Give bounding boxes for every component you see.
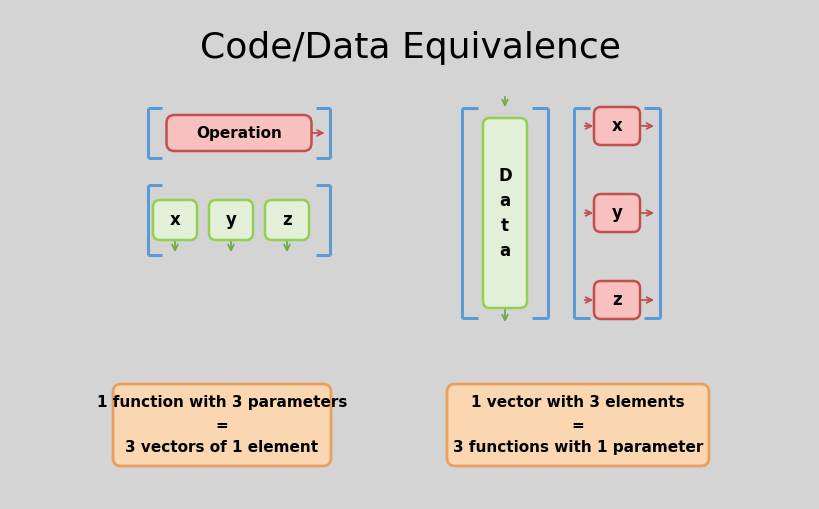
Text: z: z [612, 291, 621, 309]
FancyBboxPatch shape [593, 107, 639, 145]
Text: 1 vector with 3 elements
=
3 functions with 1 parameter: 1 vector with 3 elements = 3 functions w… [452, 395, 703, 455]
Text: y: y [225, 211, 236, 229]
FancyBboxPatch shape [593, 194, 639, 232]
Text: Operation: Operation [196, 126, 282, 140]
FancyBboxPatch shape [153, 200, 197, 240]
Text: z: z [282, 211, 292, 229]
Text: x: x [170, 211, 180, 229]
FancyBboxPatch shape [593, 281, 639, 319]
Text: D
a
t
a: D a t a [497, 166, 511, 260]
Text: 1 function with 3 parameters
=
3 vectors of 1 element: 1 function with 3 parameters = 3 vectors… [97, 395, 346, 455]
FancyBboxPatch shape [113, 384, 331, 466]
Text: x: x [611, 117, 622, 135]
Text: Code/Data Equivalence: Code/Data Equivalence [199, 31, 620, 65]
FancyBboxPatch shape [482, 118, 527, 308]
FancyBboxPatch shape [166, 115, 311, 151]
Text: y: y [611, 204, 622, 222]
FancyBboxPatch shape [446, 384, 708, 466]
FancyBboxPatch shape [209, 200, 253, 240]
FancyBboxPatch shape [265, 200, 309, 240]
